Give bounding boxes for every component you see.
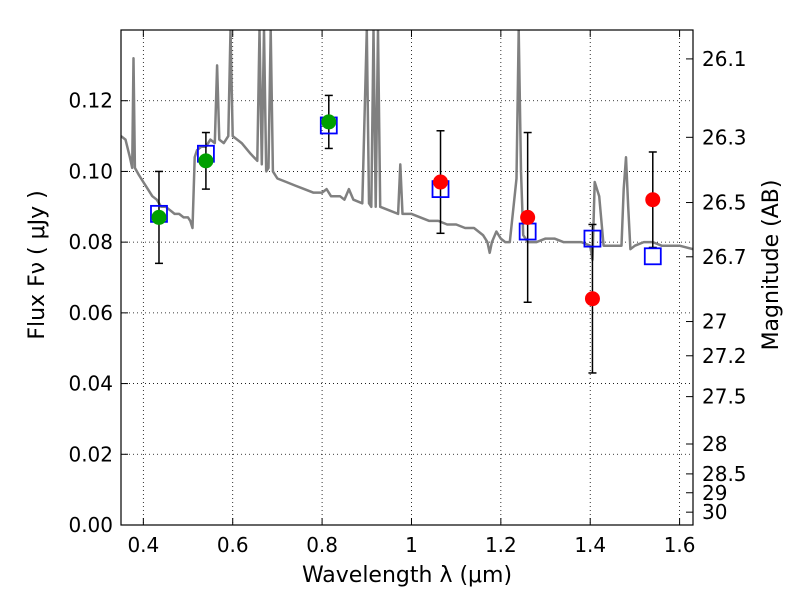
y-tick-label: 0.10 <box>68 159 113 183</box>
axis-ticks <box>121 30 693 526</box>
x-tick-label: 0.8 <box>306 533 338 557</box>
x-tick-label: 0.6 <box>217 533 249 557</box>
y2-tick-label: 26.1 <box>702 47 747 71</box>
green-data-point <box>321 114 337 130</box>
y2-axis-label: Magnitude (AB) <box>759 180 784 351</box>
y2-tick-label: 27.5 <box>702 385 747 409</box>
model-square-marker <box>643 247 662 266</box>
x-tick-label: 1 <box>405 533 418 557</box>
y-axis-label: Flux Fν ( μJy ) <box>25 190 50 339</box>
series-layer <box>121 30 693 262</box>
y-tick-label: 0.00 <box>68 513 113 537</box>
y-tick-labels: 0.00 0.02 0.04 0.06 0.08 0.10 0.12 <box>68 89 113 537</box>
y2-tick-label: 26.7 <box>702 245 747 269</box>
green-data-point <box>151 209 167 225</box>
y-tick-label: 0.02 <box>68 442 113 466</box>
y2-tick-label: 28.5 <box>702 462 747 486</box>
y2-tick-label: 27.2 <box>702 344 747 368</box>
x-tick-labels: 0.4 0.6 0.8 1 1.2 1.4 1.6 <box>127 533 695 557</box>
marker-layer <box>150 114 662 307</box>
y-tick-label: 0.08 <box>68 230 113 254</box>
red-data-point <box>584 291 600 307</box>
model-square-marker <box>583 229 602 248</box>
red-data-point <box>433 174 449 190</box>
y2-tick-label: 29 <box>702 481 727 505</box>
template-spectrum-line <box>121 30 693 262</box>
plot-background <box>121 30 693 525</box>
y-tick-label: 0.06 <box>68 301 113 325</box>
red-data-point <box>645 192 661 208</box>
y2-tick-label: 26.5 <box>702 191 747 215</box>
y2-tick-label: 27 <box>702 310 727 334</box>
green-data-point <box>198 153 214 169</box>
x-tick-label: 0.4 <box>127 533 159 557</box>
x-axis-label: Wavelength λ (μm) <box>302 563 512 588</box>
y-tick-label: 0.12 <box>68 89 113 113</box>
y2-tick-label: 26.3 <box>702 125 747 149</box>
x-tick-label: 1.4 <box>574 533 606 557</box>
y2-tick-label: 30 <box>702 500 727 524</box>
y-tick-label: 0.04 <box>68 372 113 396</box>
plot-frame <box>120 29 694 526</box>
red-data-point <box>520 209 536 225</box>
x-tick-label: 1.6 <box>664 533 696 557</box>
x-tick-label: 1.2 <box>485 533 517 557</box>
y2-tick-label: 28 <box>702 432 727 456</box>
